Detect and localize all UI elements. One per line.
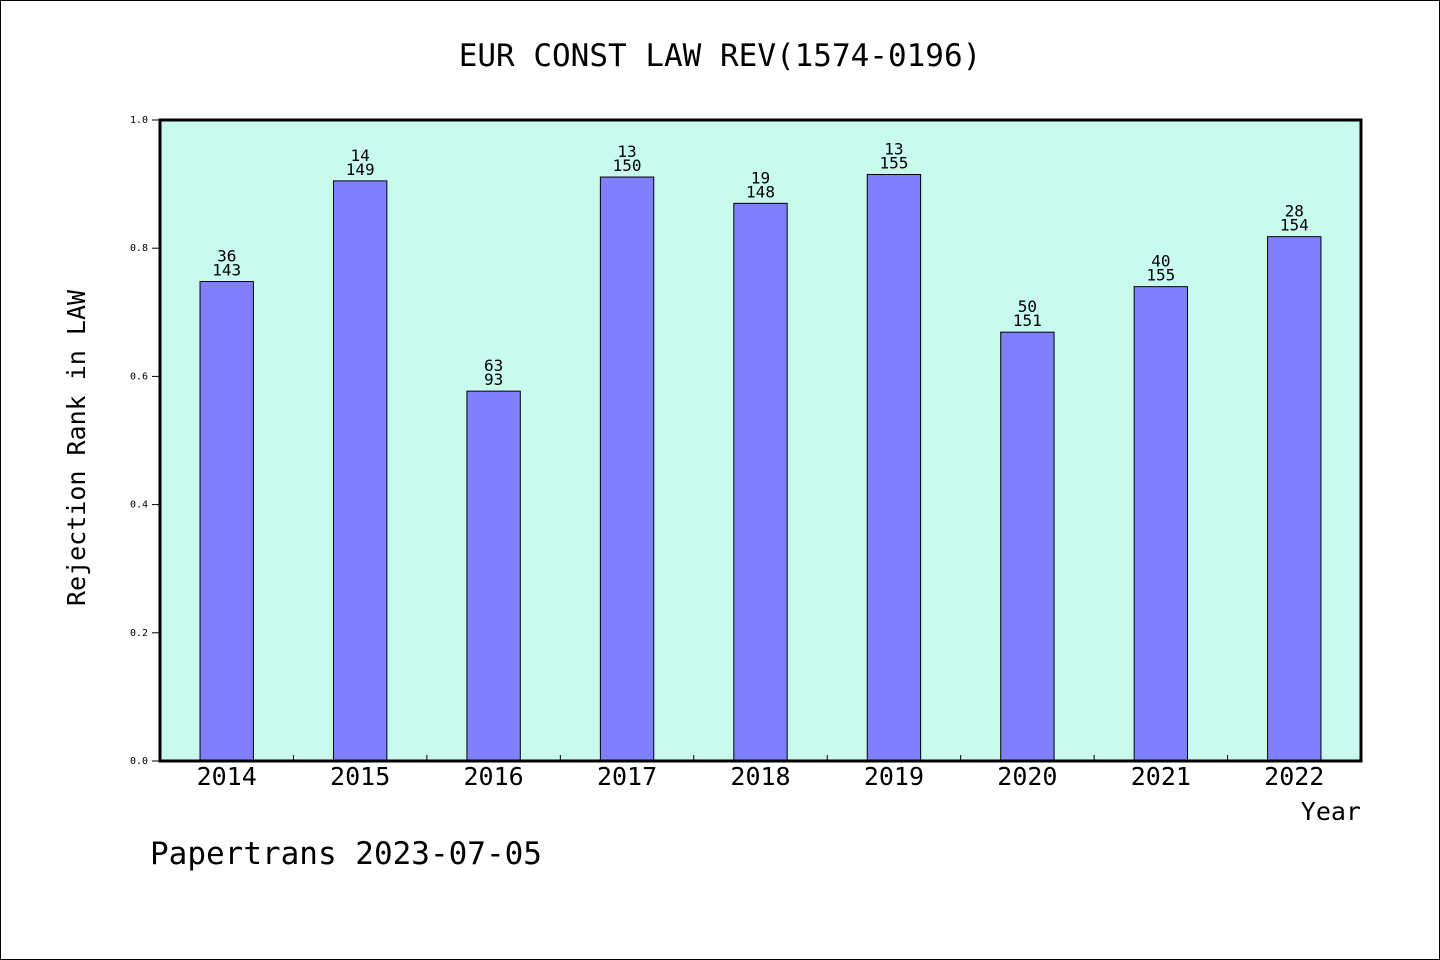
- bar-label-bottom-2019: 155: [879, 153, 908, 172]
- x-tick-label-2019: 2019: [864, 762, 924, 791]
- data-labels-layer: 3614314149639313150191481315550151401552…: [212, 139, 1308, 389]
- x-tick-label-2018: 2018: [730, 762, 790, 791]
- bar-label-bottom-2015: 149: [346, 160, 375, 179]
- plot-border: [158, 118, 1363, 763]
- y-tick-label: 0.4: [130, 500, 148, 511]
- bar-2018: [733, 202, 788, 762]
- x-tick-label-2020: 2020: [997, 762, 1057, 791]
- bar-label-top-2021: 40: [1151, 252, 1170, 271]
- x-tick-label-2014: 2014: [197, 762, 257, 791]
- bar-2014: [199, 281, 254, 762]
- x-axis-title: Year: [1301, 797, 1361, 826]
- bar-label-bottom-2020: 151: [1013, 311, 1042, 330]
- y-axis-title: Rejection Rank in LAW: [62, 289, 91, 606]
- bar-2020: [1000, 331, 1055, 762]
- bar-2022: [1267, 236, 1322, 762]
- bar-label-top-2014: 36: [217, 247, 236, 266]
- bar-label-bottom-2021: 155: [1146, 266, 1175, 285]
- bar-label-top-2015: 14: [351, 146, 370, 165]
- bar-label-top-2022: 28: [1285, 202, 1304, 221]
- x-tick-label-2022: 2022: [1264, 762, 1324, 791]
- y-tick-label: 0.2: [130, 628, 148, 639]
- footer-credit: Papertrans 2023-07-05: [150, 836, 542, 872]
- y-tick-label: 0.0: [130, 756, 148, 767]
- bar-label-top-2019: 13: [884, 139, 903, 158]
- bar-label-bottom-2017: 150: [613, 156, 642, 175]
- bar-2015: [332, 180, 388, 762]
- y-tick-label: 1.0: [130, 115, 148, 126]
- bar-label-bottom-2022: 154: [1280, 216, 1309, 235]
- bar-label-top-2017: 13: [617, 142, 636, 161]
- y-tick-label: 0.8: [130, 243, 148, 254]
- x-tick-label-2017: 2017: [597, 762, 657, 791]
- x-tick-label-2015: 2015: [330, 762, 390, 791]
- bar-2016: [466, 390, 521, 762]
- bar-label-bottom-2014: 143: [212, 261, 241, 280]
- bar-label-top-2018: 19: [751, 168, 770, 187]
- bar-2019: [866, 173, 922, 762]
- x-axis: 2014 2015 2016 2017 2018 2019 2020 2021 2022: [197, 755, 1324, 791]
- bar-2021: [1133, 286, 1189, 762]
- x-tick-label-2016: 2016: [464, 762, 524, 791]
- x-tick-label-2021: 2021: [1131, 762, 1191, 791]
- bar-label-bottom-2016: 93: [484, 370, 503, 389]
- chart-title: EUR CONST LAW REV(1574-0196): [459, 38, 982, 74]
- bars-layer: [199, 173, 1322, 762]
- y-tick-label: 0.6: [130, 371, 148, 382]
- bar-label-top-2016: 63: [484, 356, 503, 375]
- bar-label-top-2020: 50: [1018, 297, 1037, 316]
- y-axis: 0.0 0.2 0.4 0.6 0.8 1.0: [130, 115, 160, 767]
- bar-label-bottom-2018: 148: [746, 182, 775, 201]
- bar-2017: [599, 176, 655, 762]
